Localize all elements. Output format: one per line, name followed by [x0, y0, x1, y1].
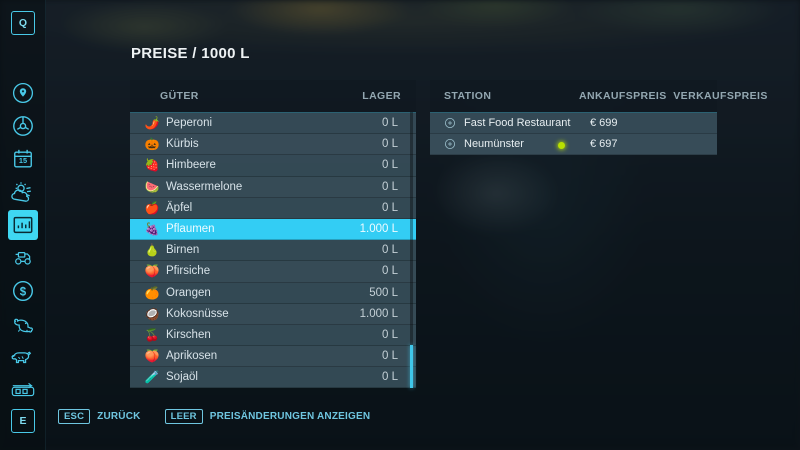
svg-text:$: $ [20, 286, 27, 298]
svg-text:15: 15 [19, 156, 27, 165]
